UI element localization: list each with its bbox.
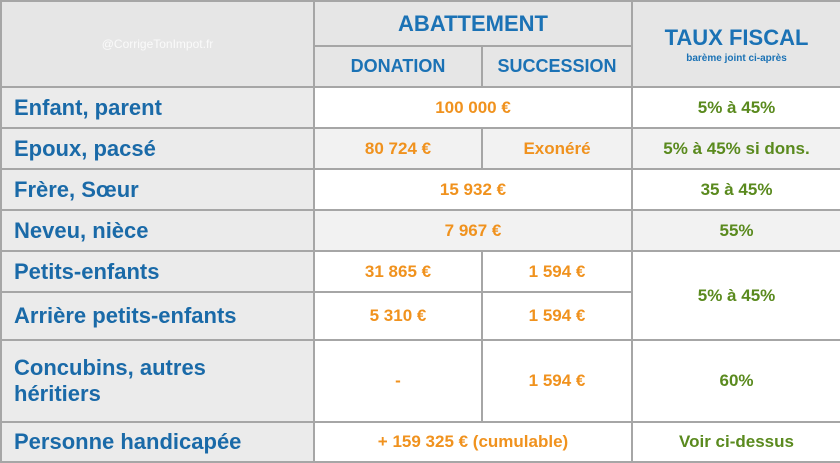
row-label: Enfant, parent — [0, 86, 315, 129]
donation: 5 310 € — [313, 291, 483, 341]
succession: 1 594 € — [480, 291, 634, 341]
donation: 80 724 € — [313, 127, 483, 170]
watermark: @CorrigeTonImpot.fr — [0, 0, 315, 88]
donation: - — [313, 339, 483, 423]
row-label-cell: Concubins, autres héritiers — [0, 339, 315, 423]
donation-header: DONATION — [313, 45, 483, 88]
row-label: Epoux, pacsé — [0, 127, 315, 170]
abattement: 15 932 € — [312, 168, 634, 211]
row: Epoux, pacsé 80 724 € Exonéré 5% à 45% s… — [0, 127, 840, 170]
taux: 35 à 45% — [631, 168, 840, 211]
header-row: @CorrigeTonImpot.fr ABATTEMENT TAUX FISC… — [0, 0, 840, 88]
row-label: Concubins, autres héritiers — [14, 355, 206, 406]
taux-header: TAUX FISCAL barème joint ci-après — [631, 0, 840, 88]
row: Arrière petits-enfants 5 310 € 1 594 € — [0, 291, 840, 341]
taux-note: barème joint ci-après — [686, 52, 787, 64]
abattement: 100 000 € — [312, 86, 634, 129]
header-row: DONATION SUCCESSION — [1, 45, 840, 88]
row: Neveu, nièce 7 967 € 55% — [0, 209, 840, 252]
taux: 5% à 45% — [631, 86, 840, 129]
succession: 1 594 € — [480, 250, 634, 293]
row-label: Petits-enfants — [0, 250, 315, 293]
abattement-header: ABATTEMENT — [312, 0, 634, 47]
abattement: 7 967 € — [312, 209, 634, 252]
row: Petits-enfants 31 865 € 1 594 € 5% à 45% — [0, 250, 840, 341]
row-label: Neveu, nièce — [0, 209, 315, 252]
taux: 5% à 45% si dons. — [631, 127, 840, 170]
succession-header: SUCCESSION — [480, 45, 634, 88]
row: Concubins, autres héritiers - 1 594 € 60… — [0, 339, 840, 423]
taux: 55% — [631, 209, 840, 252]
taux: Voir ci-dessus — [631, 421, 840, 463]
taux: 5% à 45% — [631, 250, 840, 341]
row: Frère, Sœur 15 932 € 35 à 45% — [0, 168, 840, 211]
succession: 1 594 € — [480, 339, 634, 423]
row: Personne handicapée + 159 325 € (cumulab… — [0, 421, 840, 463]
row-label: Frère, Sœur — [0, 168, 315, 211]
donation: 31 865 € — [313, 250, 483, 293]
row: Enfant, parent 100 000 € 5% à 45% — [0, 86, 840, 129]
taux-title: TAUX FISCAL — [664, 24, 809, 50]
abattement: + 159 325 € (cumulable) — [312, 421, 634, 463]
taux: 60% — [631, 339, 840, 423]
row-label: Arrière petits-enfants — [0, 291, 315, 341]
row-label: Personne handicapée — [0, 421, 315, 463]
succession: Exonéré — [480, 127, 634, 170]
